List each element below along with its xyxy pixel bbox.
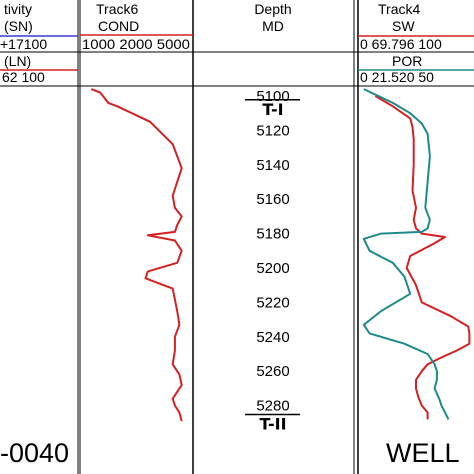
track6-title: Track6: [96, 1, 138, 17]
por-curve: [362, 88, 450, 420]
curve-group: [90, 88, 471, 422]
cond-curve: [90, 88, 183, 422]
track-left-curve1: (SN): [4, 18, 33, 34]
formation-marker: T-II: [259, 415, 286, 434]
formation-marker: T-I: [262, 100, 283, 119]
depth-tick-label: 5280: [256, 398, 289, 415]
depth-track: 5100 5120 5140 5160 5180 5200 5220 5240 5260 5280…: [245, 88, 300, 434]
track-left-curve1-scale: +17100: [0, 36, 47, 52]
track4-title: Track4: [378, 1, 420, 17]
track4-curve2-scale: 0 21.520 50: [360, 69, 434, 85]
depth-tick-label: 5240: [256, 329, 289, 346]
track-left-title: tivity: [4, 1, 32, 17]
depth-tick-label: 5160: [256, 191, 289, 208]
track-left-curve2: (LN): [4, 53, 31, 69]
depth-tick-label: 5140: [256, 157, 289, 174]
track6-scale: 1000 2000 5000: [82, 36, 190, 52]
track4-curve2: POR: [392, 53, 422, 69]
depth-tick-label: 5120: [256, 122, 289, 139]
depth-title: Depth: [254, 1, 291, 17]
track-left-curve2-scale: 62 100: [2, 69, 45, 85]
track4-curve1: SW: [392, 18, 415, 34]
depth-tick-label: 5260: [256, 363, 289, 380]
track4-curve1-scale: 0 69.796 100: [360, 36, 442, 52]
sw-curve: [374, 95, 471, 420]
footer-right-text: WELL: [386, 438, 460, 468]
track6-curve: COND: [98, 18, 139, 34]
depth-tick-label: 5220: [256, 294, 289, 311]
footer-left-text: -0040: [0, 438, 69, 468]
depth-tick-label: 5100: [256, 88, 289, 105]
depth-tick-label: 5200: [256, 260, 289, 277]
depth-unit: MD: [262, 18, 284, 34]
depth-tick-label: 5180: [256, 226, 289, 243]
